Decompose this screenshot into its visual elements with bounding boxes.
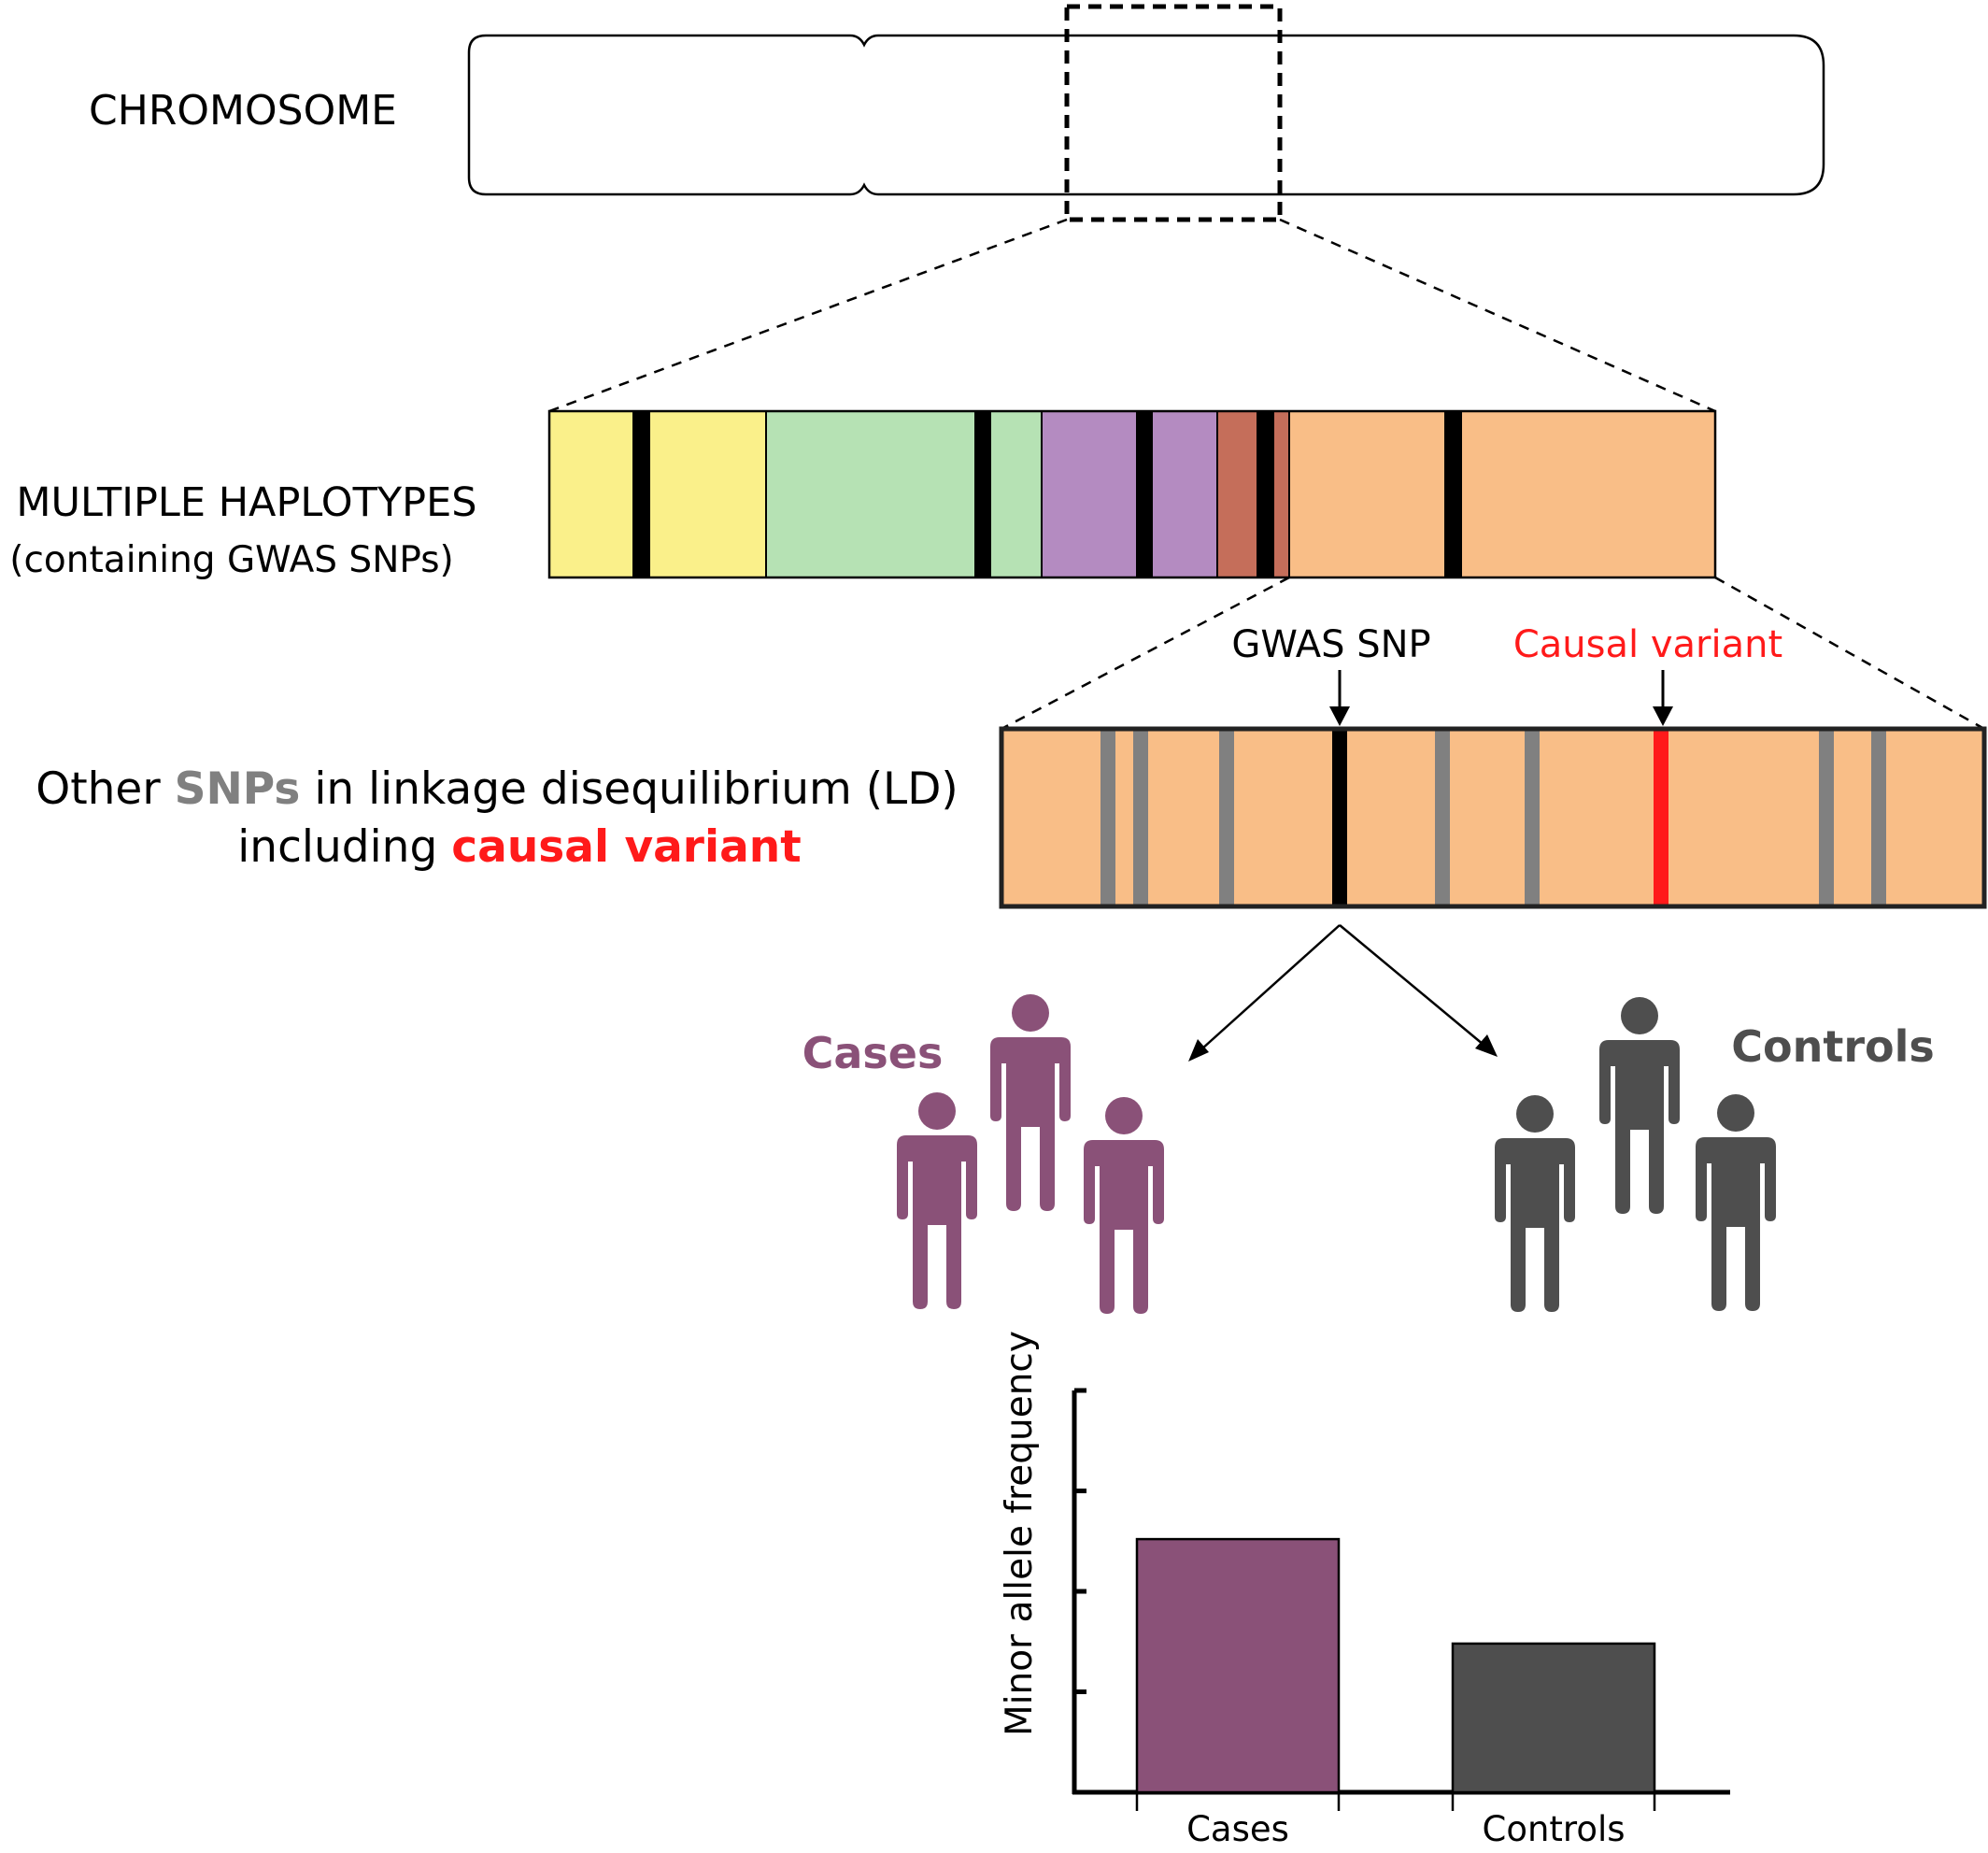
zoom-line-right	[1714, 576, 1985, 731]
chart-ylabel: Minor allele frequency	[999, 1331, 1041, 1736]
haplotype-block-orange	[1289, 411, 1715, 577]
haplotype-block-brown	[1217, 411, 1289, 577]
gwas-snp-marker	[632, 411, 650, 577]
zoom-line-right	[1279, 218, 1716, 413]
ld-snp-marker	[1100, 729, 1115, 906]
ld-snp-marker	[1435, 729, 1450, 906]
zoom-line-left	[1001, 576, 1290, 731]
causal-variant-arrow	[1653, 670, 1673, 726]
haplotypes-sublabel: (containing GWAS SNPs)	[9, 539, 453, 581]
ld-region-bar	[999, 726, 1987, 909]
x-tick-label-controls: Controls	[1482, 1809, 1625, 1849]
ld-region-outline	[999, 726, 1987, 909]
gwas-snp-label: GWAS SNP	[1231, 623, 1430, 666]
gwas-snp-marker	[1257, 411, 1274, 577]
gwas-snp-marker	[1136, 411, 1153, 577]
chromosome-shape	[467, 34, 1825, 196]
haplotypes-label: MULTIPLE HAPLOTYPES	[16, 479, 476, 526]
haplotype-block-yellow	[549, 411, 766, 577]
branch-arrow-controls	[1339, 924, 1498, 1057]
causal-variant-marker	[1654, 729, 1668, 906]
gwas-snp-marker	[1444, 411, 1462, 577]
ld-snp-marker	[1133, 729, 1148, 906]
person-icon	[1599, 997, 1680, 1214]
haplotype-block-green	[766, 411, 1042, 577]
x-tick-label-cases: Cases	[1186, 1809, 1289, 1849]
controls-label: Controls	[1731, 1021, 1935, 1072]
ld-description-line1: Other SNPs in linkage disequilibrium (LD…	[36, 763, 958, 815]
minor-allele-frequency-chart: Minor allele frequency Cases Controls	[999, 1331, 1730, 1849]
gwas-snp-marker	[1332, 729, 1347, 906]
snps-highlight: SNPs	[175, 763, 301, 815]
ld-description-line2: including causal variant	[237, 821, 802, 873]
haplotype-outline	[547, 409, 1717, 579]
haplotype-block-purple	[1042, 411, 1217, 577]
branch-arrow-cases	[1188, 924, 1341, 1062]
gwas-snp-marker	[974, 411, 991, 577]
haplotype-bar	[547, 409, 1717, 579]
ld-region-fill	[1001, 729, 1984, 906]
person-icon	[897, 1092, 977, 1309]
person-icon	[1084, 1097, 1164, 1314]
ld-snp-marker	[1525, 729, 1540, 906]
ld-snp-marker	[1219, 729, 1234, 906]
bar-controls	[1451, 1642, 1656, 1794]
gwas-snp-arrow	[1329, 670, 1350, 726]
bar-cases	[1135, 1537, 1341, 1794]
ld-snp-marker	[1819, 729, 1834, 906]
person-icon	[1696, 1094, 1776, 1311]
causal-variant-highlight: causal variant	[451, 821, 802, 873]
chromosome-label: CHROMOSOME	[89, 87, 397, 135]
person-icon	[990, 994, 1071, 1211]
causal-variant-label: Causal variant	[1513, 623, 1782, 666]
zoom-line-left	[548, 218, 1068, 413]
ld-snp-marker	[1871, 729, 1886, 906]
cases-label: Cases	[802, 1028, 944, 1078]
person-icon	[1495, 1095, 1575, 1312]
